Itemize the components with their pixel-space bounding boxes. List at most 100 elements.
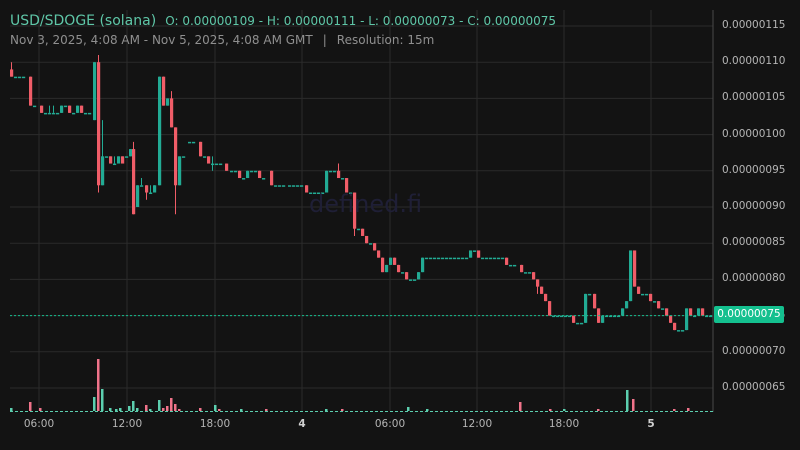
candle-up — [309, 192, 313, 195]
candle-up — [64, 105, 68, 108]
price-tick-label: 0.00000110 — [722, 55, 786, 68]
candle-down — [225, 163, 229, 171]
candle-down — [393, 257, 397, 265]
volume-bar — [10, 408, 13, 411]
candle-up — [117, 156, 121, 164]
candle-down — [673, 322, 677, 331]
candle-up — [385, 264, 389, 273]
candle-up — [188, 141, 192, 144]
price-tick-label: 0.00000080 — [722, 272, 786, 285]
candle-up — [149, 192, 153, 195]
candle-down — [520, 264, 524, 273]
volume-bar — [132, 401, 135, 411]
volume-bar — [109, 408, 112, 411]
volume-bar — [549, 409, 552, 411]
candle-down — [689, 308, 693, 316]
candle-up — [705, 315, 709, 318]
candle-down — [207, 156, 211, 164]
candle-up — [254, 170, 258, 173]
candle-up — [425, 257, 429, 260]
price-tick-label: 0.00000065 — [722, 381, 786, 393]
time-tick-label: 12:00 — [111, 418, 143, 430]
chart-subheader: Nov 3, 2025, 4:08 AM - Nov 5, 2025, 4:08… — [10, 33, 434, 47]
resolution-label[interactable]: Resolution: 15m — [336, 33, 435, 47]
volume-bar — [158, 400, 161, 411]
candle-down — [29, 76, 33, 106]
volume-bar — [240, 409, 243, 411]
candle-up — [401, 272, 405, 274]
candle-up — [453, 257, 457, 260]
volume-bar — [39, 408, 42, 411]
candle-up — [501, 257, 505, 260]
grid-lines — [10, 10, 713, 411]
candle-up — [524, 272, 528, 274]
candle-down — [365, 235, 369, 244]
volume-bar — [174, 404, 177, 411]
candle-up — [182, 156, 186, 158]
candle-up — [449, 257, 453, 260]
candle-down — [109, 156, 113, 164]
candle-up — [497, 257, 501, 260]
volume-bar — [149, 409, 152, 411]
candle-down — [68, 105, 72, 113]
candle-down — [10, 69, 14, 77]
candle-down — [572, 315, 576, 323]
watermark: defined.fi — [309, 190, 423, 218]
candle-up — [278, 185, 282, 187]
volume-bar — [170, 398, 173, 411]
volume-bar — [119, 408, 122, 411]
candle-up — [469, 250, 473, 258]
candle-up — [605, 315, 609, 318]
candle-down — [270, 170, 274, 186]
candle-up — [44, 112, 48, 115]
candle-up — [552, 315, 556, 318]
candle-up — [421, 257, 425, 273]
candle-up — [56, 112, 60, 115]
candle-down — [405, 272, 409, 280]
candle-down — [633, 250, 637, 287]
candle-down — [665, 308, 669, 316]
candle-up — [215, 163, 219, 166]
candle-up — [473, 250, 477, 252]
time-tick-label: 06:00 — [374, 418, 406, 430]
candle-up — [166, 98, 170, 106]
candle-down — [373, 243, 377, 251]
candle-up — [101, 156, 105, 186]
time-tick-label: 5 — [647, 418, 655, 430]
candle-up — [292, 185, 296, 187]
volume-bar — [136, 408, 139, 411]
candle-up — [274, 185, 278, 187]
candle-up — [588, 293, 592, 296]
candle-down — [361, 228, 365, 236]
candle-up — [653, 301, 657, 303]
candle-up — [333, 170, 337, 173]
candle-up — [609, 315, 613, 318]
volume-bar — [632, 399, 635, 411]
candle-down — [97, 62, 101, 186]
candle-down — [477, 250, 481, 258]
candle-up — [489, 257, 493, 260]
candle-down — [532, 272, 536, 280]
candle-down — [258, 170, 262, 179]
volume-bar — [426, 409, 429, 411]
candle-up — [693, 315, 697, 318]
volume-bar — [325, 409, 328, 411]
candle-up — [641, 293, 645, 296]
candle-up — [580, 322, 584, 325]
candle-up — [234, 170, 238, 173]
ohlc-values: O: 0.00000109 - H: 0.00000111 - L: 0.000… — [165, 14, 557, 28]
candle-up — [349, 192, 353, 195]
candle-down — [669, 315, 673, 323]
candle-up — [329, 170, 333, 173]
candle-up — [564, 315, 568, 318]
candle-up — [230, 170, 234, 173]
time-tick-label: 06:00 — [23, 418, 55, 430]
volume-bar — [145, 405, 148, 411]
price-tick-label: 0.00000090 — [722, 200, 786, 212]
candle-up — [584, 293, 588, 323]
candle-up — [369, 243, 373, 245]
time-tick-label: 18:00 — [199, 418, 231, 430]
volume-bar — [407, 407, 410, 411]
current-price-tag: 0.00000075 — [714, 306, 784, 323]
